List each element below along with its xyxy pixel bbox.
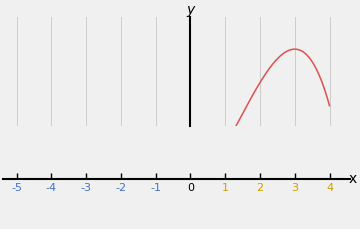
Text: y: y [186,3,195,17]
Text: x: x [348,172,357,185]
